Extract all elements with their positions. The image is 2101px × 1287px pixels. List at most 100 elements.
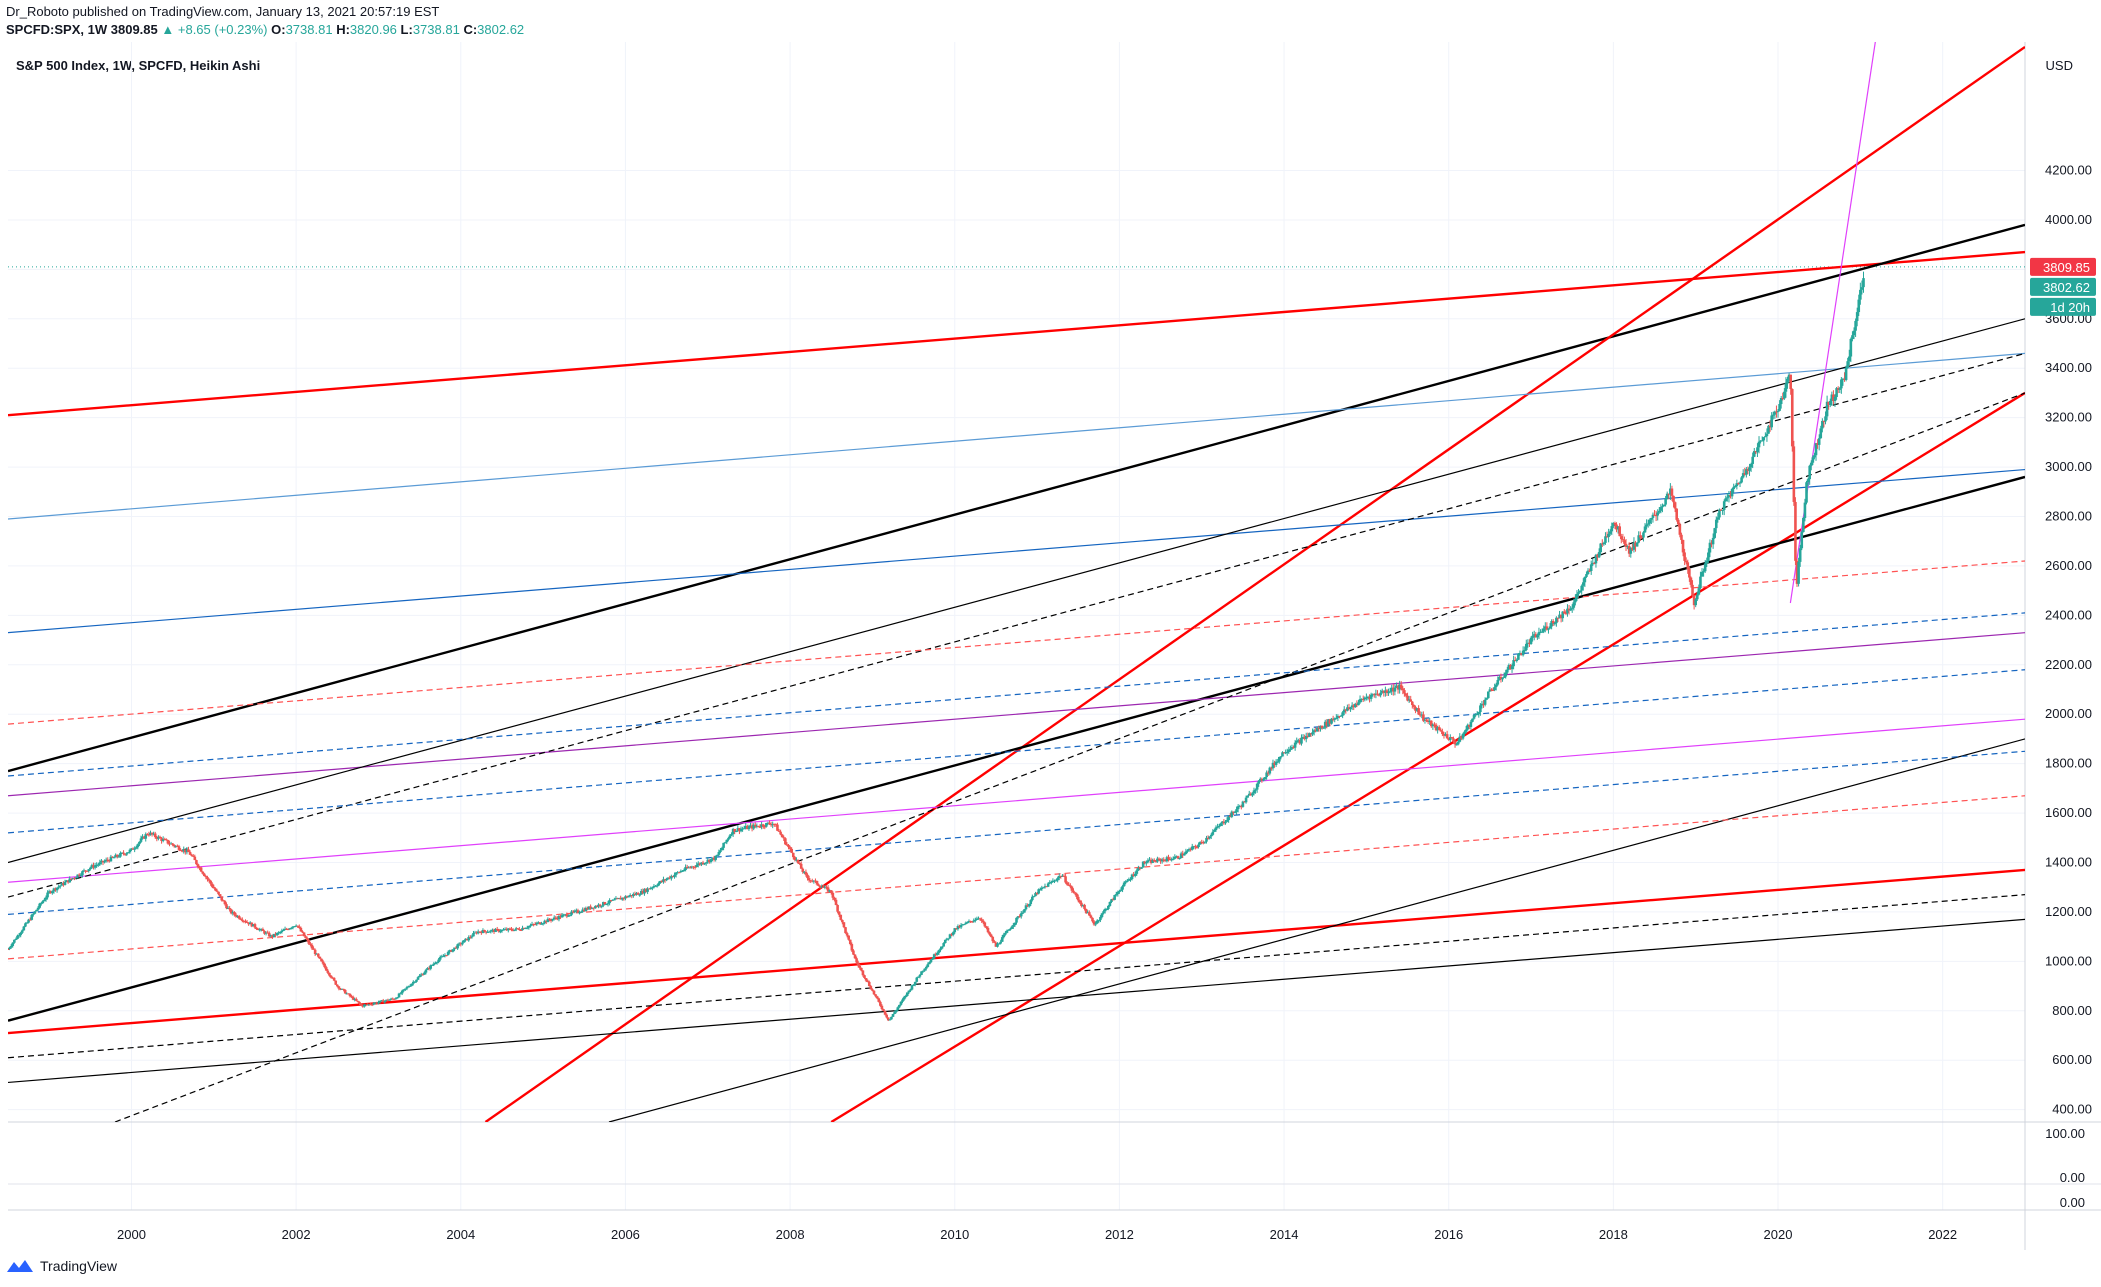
candle-body xyxy=(508,928,512,930)
candle-body xyxy=(1342,709,1346,713)
candle-body xyxy=(1702,571,1705,573)
candle-body xyxy=(1529,637,1533,644)
candle-body xyxy=(801,868,805,872)
candle-body xyxy=(1718,509,1721,518)
candle-body xyxy=(554,917,558,919)
candle-body xyxy=(1646,523,1650,525)
candle-body xyxy=(978,918,982,920)
candle-body xyxy=(1236,806,1240,810)
candle-body xyxy=(703,863,706,865)
candle-body xyxy=(758,826,762,828)
candle-body xyxy=(871,989,874,991)
candle-body xyxy=(449,950,453,952)
candle-body xyxy=(852,950,855,955)
candle-body xyxy=(1797,561,1800,584)
footer-brand[interactable]: TradingView xyxy=(6,1258,117,1274)
candle-body xyxy=(244,920,247,922)
candle-body xyxy=(1088,912,1091,916)
candle-body xyxy=(926,964,930,967)
close-value: 3802.62 xyxy=(477,22,525,37)
candle-body xyxy=(955,928,958,930)
candle-body xyxy=(784,838,787,845)
candle-body xyxy=(689,867,692,869)
candle-body xyxy=(1580,585,1584,591)
candle-body xyxy=(1295,740,1299,743)
candle-body xyxy=(1653,514,1656,516)
candle-body xyxy=(657,883,660,886)
candle-body xyxy=(255,927,258,929)
candle-body xyxy=(597,904,600,907)
candle-body xyxy=(1198,842,1202,845)
candle-body xyxy=(733,828,736,832)
candle-body xyxy=(182,849,186,852)
candle-body xyxy=(391,998,395,1000)
candle-body xyxy=(1222,821,1226,824)
candle-body xyxy=(576,910,580,913)
candle-body xyxy=(356,1000,360,1002)
candle-body xyxy=(573,910,577,912)
candle-body xyxy=(958,925,961,928)
candle-body xyxy=(1026,905,1029,907)
candle-body xyxy=(1491,690,1495,692)
candle-body xyxy=(408,985,412,987)
candle-body xyxy=(1480,703,1484,706)
candle-body xyxy=(350,996,353,998)
candle-body xyxy=(1271,762,1275,769)
candle-body xyxy=(1566,608,1569,614)
candle-body xyxy=(1141,861,1145,868)
candle-body xyxy=(780,834,784,838)
candle-body xyxy=(505,929,509,931)
low-value: 3738.81 xyxy=(412,22,460,37)
candle-body xyxy=(1290,747,1294,749)
candle-body xyxy=(1357,702,1360,706)
candle-body xyxy=(845,933,849,936)
candle-body xyxy=(131,848,135,850)
candle-body xyxy=(516,928,520,930)
chart-legend-title: S&P 500 Index, 1W, SPCFD, Heikin Ashi xyxy=(16,58,261,73)
bar-countdown-badge-bg xyxy=(2030,297,2096,316)
candle-body xyxy=(207,879,211,881)
candle-body xyxy=(1433,724,1436,726)
candle-body xyxy=(245,921,249,923)
candle-body xyxy=(1607,533,1610,538)
candle-body xyxy=(1194,846,1197,848)
subpane-tick-label: 0.00 xyxy=(2060,1195,2085,1210)
candle-body xyxy=(1806,479,1810,483)
candle-body xyxy=(9,945,13,948)
candle-body xyxy=(424,969,428,973)
candle-body xyxy=(649,887,653,889)
candle-body xyxy=(1415,708,1419,711)
candle-body xyxy=(1157,858,1161,860)
candle-body xyxy=(521,927,524,931)
candle-body xyxy=(1645,524,1648,527)
candle-body xyxy=(1808,465,1811,480)
price-tick-label: 2600.00 xyxy=(2045,558,2092,573)
candle-body xyxy=(1012,925,1015,927)
candle-body xyxy=(66,880,70,883)
candle-body xyxy=(1741,473,1745,478)
candle-body xyxy=(1043,886,1047,888)
candle-body xyxy=(1464,729,1468,732)
candle-body xyxy=(25,922,29,924)
candle-body xyxy=(1822,420,1826,422)
candle-body xyxy=(974,919,977,921)
candle-body xyxy=(1032,896,1036,898)
candle-body xyxy=(1146,860,1150,863)
brand-name: TradingView xyxy=(40,1258,118,1274)
candle-body xyxy=(734,830,738,832)
candle-body xyxy=(1298,740,1302,744)
candle-body xyxy=(14,938,18,940)
candle-body xyxy=(1350,705,1354,708)
candle-body xyxy=(872,990,876,995)
candle-body xyxy=(527,926,531,928)
candle-body xyxy=(1501,677,1504,680)
candle-body xyxy=(457,943,461,945)
candle-body xyxy=(203,873,206,877)
candle-body xyxy=(1129,879,1132,881)
candle-body xyxy=(62,883,65,885)
candle-body xyxy=(877,998,881,1002)
candle-body xyxy=(1809,462,1813,466)
candle-body xyxy=(981,920,985,923)
time-tick-label: 2014 xyxy=(1270,1227,1299,1242)
